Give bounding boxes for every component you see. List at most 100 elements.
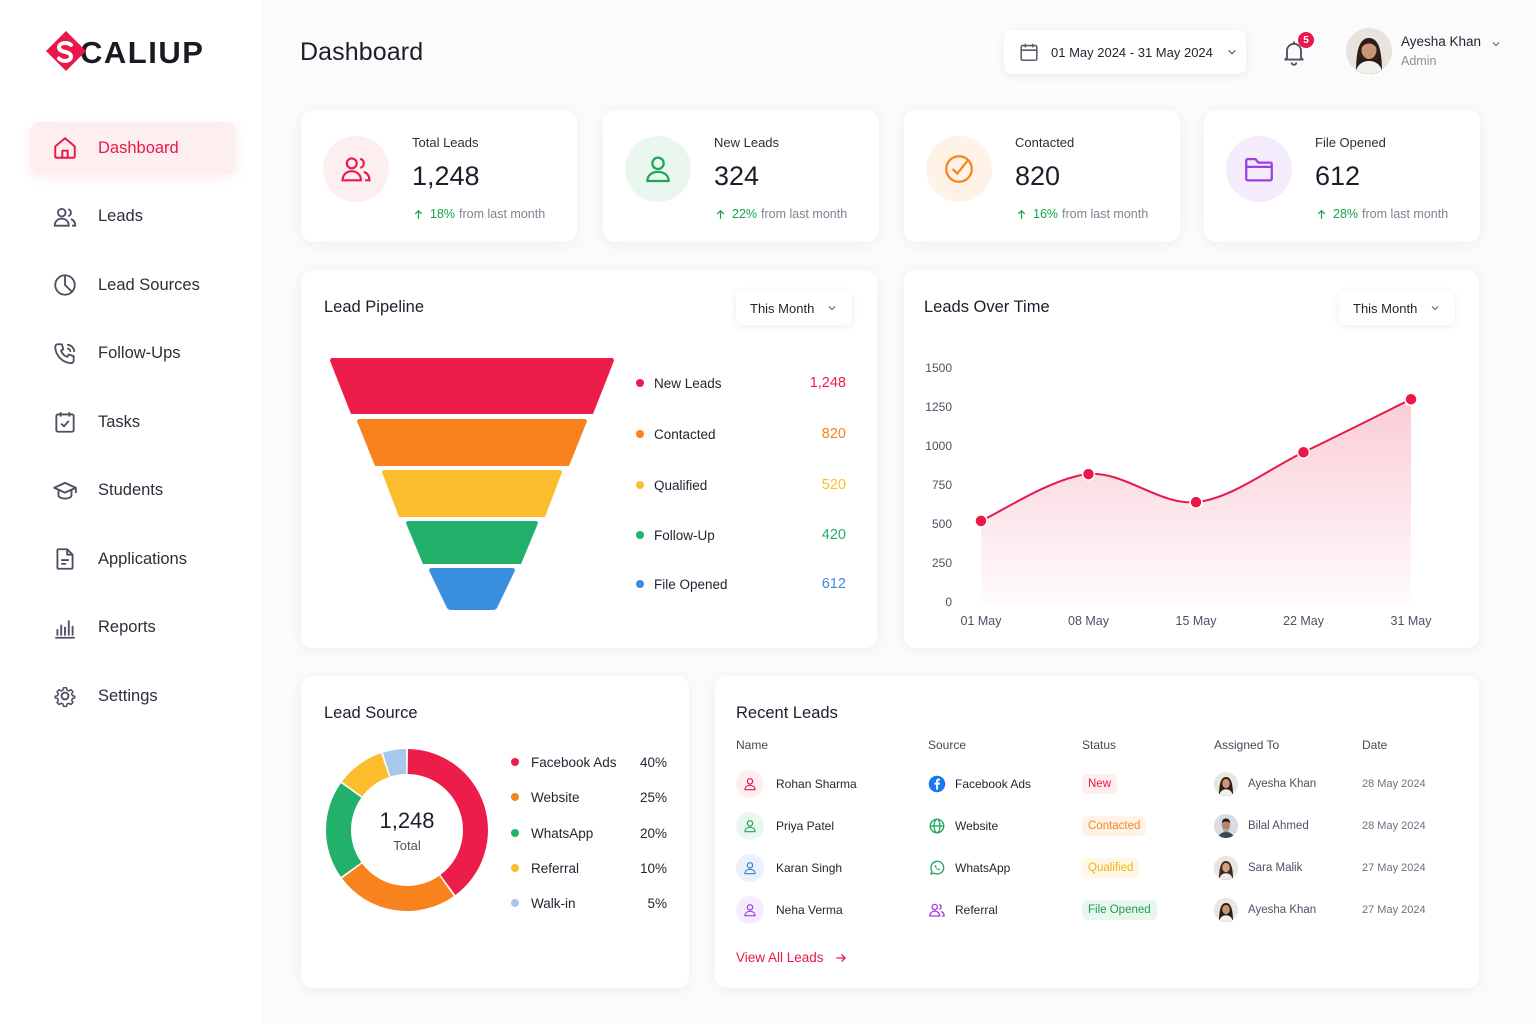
sidebar-nav: Dashboard Leads Lead Sources Follow-Ups … (30, 122, 236, 739)
view-all-leads-link[interactable]: View All Leads (736, 950, 848, 965)
legend-value: 520 (821, 477, 846, 493)
lead-name: Priya Patel (776, 819, 835, 833)
sidebar-item-follow-ups[interactable]: Follow-Ups (30, 328, 236, 380)
user-icon (736, 812, 764, 840)
legend-label: WhatsApp (531, 825, 594, 841)
data-point[interactable] (1404, 392, 1418, 406)
column-header-status: Status (1082, 738, 1117, 752)
lead-date-cell: 27 May 2024 (1362, 853, 1426, 883)
data-point[interactable] (1081, 467, 1096, 481)
lead-source-cell: WhatsApp (928, 853, 1010, 883)
avatar (1214, 856, 1238, 880)
stat-label: Total Leads (412, 135, 479, 150)
date-range-picker[interactable]: 01 May 2024 - 31 May 2024 (1004, 30, 1246, 74)
bar-chart-icon (55, 619, 75, 639)
donut-segment[interactable] (407, 749, 488, 895)
sidebar-item-label: Settings (98, 686, 158, 705)
sidebar-item-lead-sources[interactable]: Lead Sources (30, 259, 236, 311)
select-value: This Month (1353, 300, 1418, 316)
arrow-up-icon (414, 209, 423, 219)
stat-card-file-opened[interactable]: File Opened 612 28% from last month (1204, 110, 1480, 242)
donut-total-label: Total (393, 838, 421, 853)
stat-value: 820 (1015, 161, 1061, 191)
stat-card-new-leads[interactable]: New Leads 324 22% from last month (603, 110, 879, 242)
lead-assignee-cell: Ayesha Khan (1214, 769, 1316, 799)
sidebar: CALIUP Dashboard Leads Lead Sources Foll… (0, 0, 262, 1024)
stat-card-total-leads[interactable]: Total Leads 1,248 18% from last month (301, 110, 577, 242)
data-point[interactable] (1189, 495, 1203, 509)
legend-dot (511, 899, 519, 907)
donut-segment[interactable] (326, 783, 362, 877)
lead-assignee-cell: Bilal Ahmed (1214, 811, 1309, 841)
users-icon (53, 207, 77, 227)
sidebar-item-tasks[interactable]: Tasks (30, 396, 236, 448)
sidebar-item-applications[interactable]: Applications (30, 533, 236, 585)
pipeline-period-select[interactable]: This Month (736, 291, 852, 325)
lead-name: Rohan Sharma (776, 777, 857, 791)
users-icon (341, 157, 371, 182)
graduation-cap-icon (53, 481, 77, 500)
donut-segment[interactable] (342, 753, 390, 797)
calendar-check-icon (55, 412, 75, 433)
recent-leads-panel: Recent Leads Name Source Status Assigned… (715, 676, 1479, 988)
status-badge: Contacted (1082, 816, 1147, 836)
avatar (1214, 814, 1238, 838)
legend-item: Facebook Ads 40% (511, 752, 667, 772)
funnel-stage-follow-up (406, 521, 538, 564)
lead-pipeline-panel: Lead Pipeline This Month New Leads 1,248… (301, 270, 877, 648)
lead-date-cell: 28 May 2024 (1362, 769, 1426, 799)
legend-label: File Opened (654, 576, 728, 592)
legend-item: File Opened 612 (636, 574, 846, 594)
lead-source-cell: Website (928, 811, 998, 841)
user-menu[interactable]: Ayesha Khan Admin (1346, 28, 1502, 74)
funnel-stage-file-opened (429, 568, 515, 610)
sidebar-item-dashboard[interactable]: Dashboard (30, 122, 236, 174)
lead-status-cell: New (1082, 769, 1118, 799)
donut-segment[interactable] (382, 749, 407, 777)
stat-card-contacted[interactable]: Contacted 820 16% from last month (904, 110, 1180, 242)
avatar (1214, 772, 1238, 796)
legend-label: Walk-in (531, 895, 576, 911)
notifications-button[interactable]: 5 (1280, 32, 1314, 66)
lead-source-cell: Facebook Ads (928, 769, 1031, 799)
legend-dot (636, 481, 644, 489)
brand-logo[interactable]: CALIUP (44, 28, 204, 78)
y-tick-label: 1000 (925, 439, 952, 453)
facebook-icon (928, 775, 946, 793)
x-tick-label: 01 May (961, 614, 1003, 628)
check-circle-icon (945, 155, 973, 183)
sidebar-item-students[interactable]: Students (30, 465, 236, 517)
gear-icon (54, 687, 76, 708)
home-icon (54, 137, 76, 159)
assignee-name: Ayesha Khan (1248, 904, 1317, 916)
phone-icon (54, 342, 76, 364)
chevron-down-icon (828, 306, 836, 311)
leads-period-select[interactable]: This Month (1339, 291, 1455, 325)
stat-trend-pct: 28% (1333, 207, 1359, 221)
table-row[interactable]: Rohan Sharma Facebook Ads New Ayesha Kha… (715, 769, 1475, 799)
sidebar-item-settings[interactable]: Settings (30, 670, 236, 722)
table-row[interactable]: Priya Patel Website Contacted Bilal Ahme… (715, 811, 1475, 841)
legend-label: Website (531, 789, 580, 805)
funnel-stage-new-leads (330, 358, 614, 414)
lead-assignee-cell: Ayesha Khan (1214, 895, 1316, 925)
stat-icon-circle (323, 136, 389, 202)
chevron-down-icon (1431, 306, 1439, 311)
lead-assignee-cell: Sara Malik (1214, 853, 1302, 883)
user-icon (646, 156, 670, 183)
sidebar-item-leads[interactable]: Leads (30, 191, 236, 243)
legend-item: Website 25% (511, 787, 667, 807)
table-row[interactable]: Karan Singh WhatsApp Qualified Sara Mali… (715, 853, 1475, 883)
lead-status-cell: Contacted (1082, 811, 1147, 841)
data-point[interactable] (974, 514, 988, 528)
donut-segment[interactable] (342, 863, 454, 911)
sidebar-item-label: Tasks (98, 412, 141, 431)
pie-chart-icon (54, 274, 76, 296)
series-area (981, 399, 1411, 602)
sidebar-item-reports[interactable]: Reports (30, 602, 236, 654)
stat-label: File Opened (1315, 135, 1386, 150)
table-row[interactable]: Neha Verma Referral File Opened Ayesha K… (715, 895, 1475, 925)
data-point[interactable] (1296, 445, 1311, 459)
legend-value: 612 (821, 576, 846, 592)
y-tick-label: 250 (932, 556, 952, 570)
